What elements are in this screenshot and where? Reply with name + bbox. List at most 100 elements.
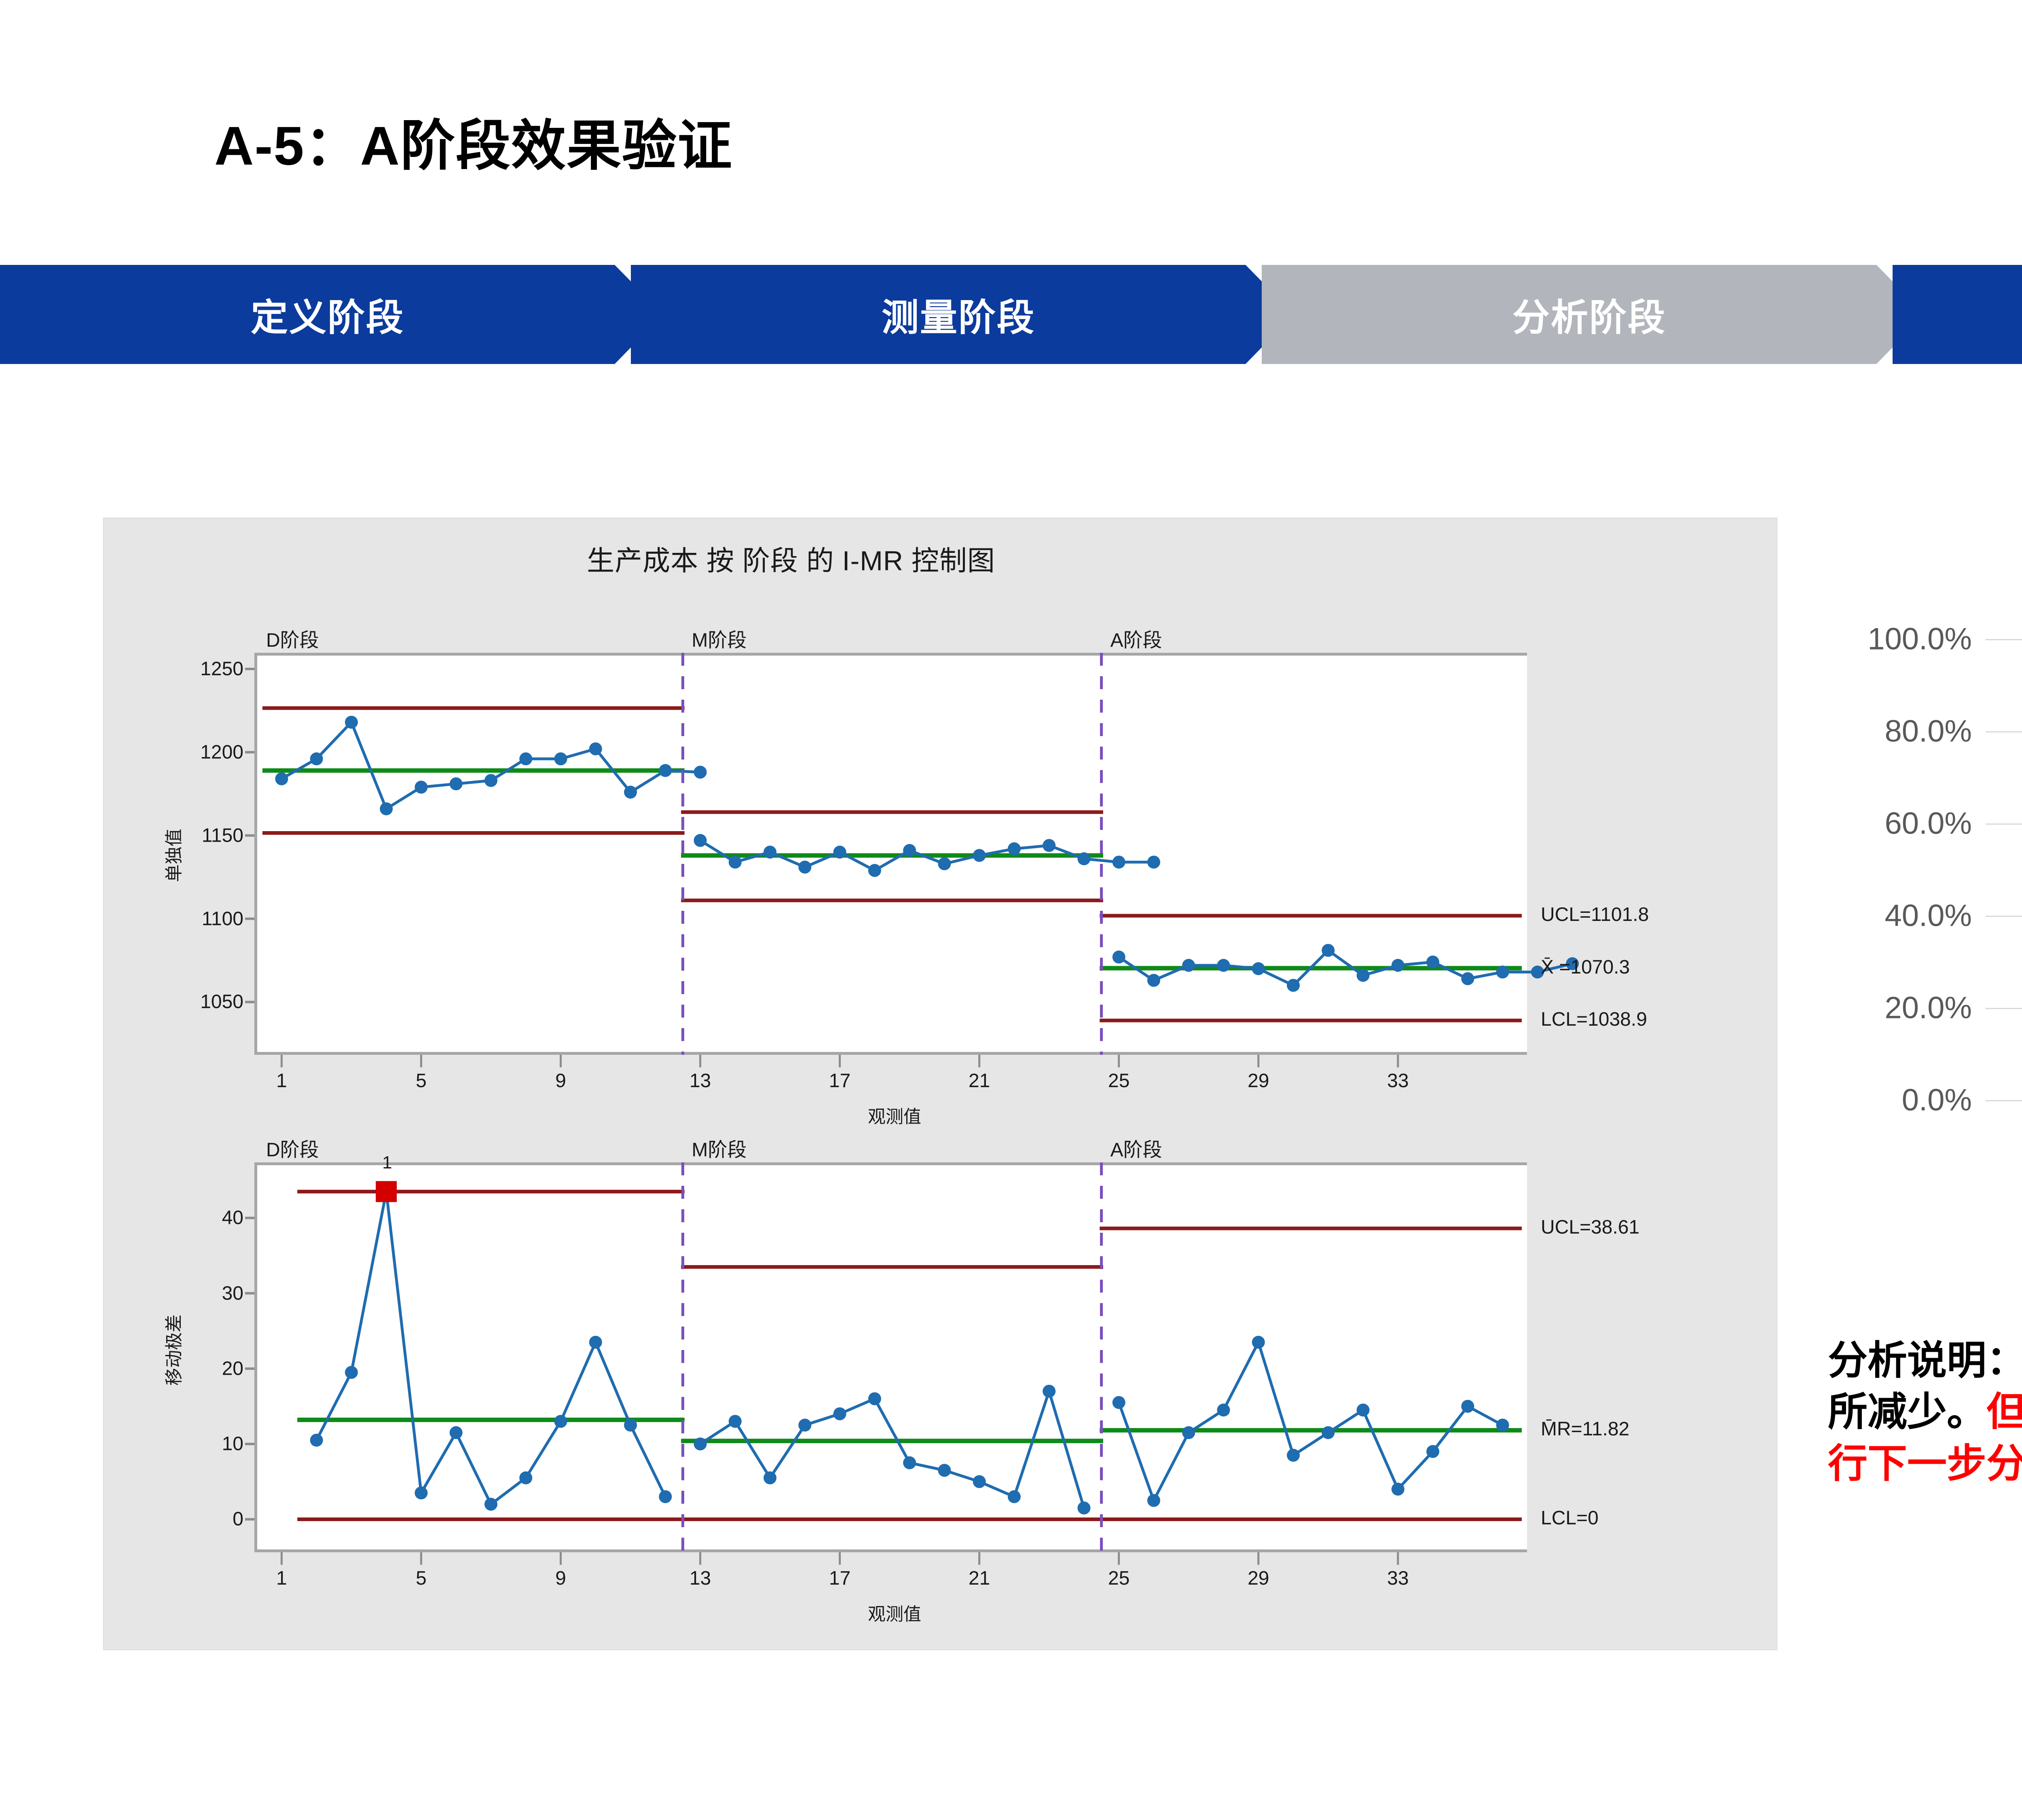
data-point <box>659 764 672 777</box>
data-point <box>589 742 602 756</box>
limit-label-0: UCL=1101.8 <box>1541 904 1649 926</box>
x-tick-label: 5 <box>416 1070 427 1092</box>
data-point <box>903 1456 916 1469</box>
y-axis-label: 移动极差 <box>164 1314 184 1386</box>
data-point <box>554 1415 567 1428</box>
data-point <box>938 1464 951 1477</box>
data-point <box>380 802 393 815</box>
data-point <box>1147 1494 1160 1507</box>
limit-label-2: LCL=1038.9 <box>1541 1009 1647 1031</box>
bar-chart-title: D型缆项目生产成本改善 <box>1812 510 2022 566</box>
data-point <box>1391 1482 1404 1496</box>
x-tick-label: 17 <box>829 1568 851 1589</box>
data-point <box>1252 1335 1265 1349</box>
series-line-1 <box>699 1386 1085 1509</box>
y-tick-label: 40 <box>222 1207 243 1229</box>
bar-y-tick-label: 0.0% <box>1901 1083 1972 1117</box>
data-point <box>1112 950 1125 964</box>
data-point <box>449 1426 463 1439</box>
data-point <box>1182 1426 1195 1439</box>
data-point <box>903 844 916 857</box>
data-point <box>1112 1396 1125 1409</box>
data-point <box>624 785 637 799</box>
limit-label-2: LCL=0 <box>1541 1507 1599 1529</box>
x-tick-label: 13 <box>689 1568 711 1589</box>
data-point <box>1217 959 1230 972</box>
data-point <box>1147 855 1160 869</box>
data-point <box>484 774 497 787</box>
y-tick-label: 10 <box>222 1433 243 1455</box>
data-point <box>973 1475 986 1488</box>
out-of-control-point <box>376 1181 397 1202</box>
analysis-text: 分析说明：D型缆生产成本改善后较两次改善前均有降低，同时数值波动也有所减少。但改… <box>1828 1335 2022 1489</box>
x-tick-label: 13 <box>689 1070 711 1092</box>
data-point <box>764 1471 777 1485</box>
data-point <box>345 1366 358 1379</box>
data-point <box>1391 959 1404 972</box>
data-point <box>833 1407 846 1420</box>
data-point <box>1496 1418 1509 1432</box>
x-tick-label: 33 <box>1387 1568 1409 1589</box>
data-point <box>1287 1449 1300 1462</box>
y-tick-label: 0 <box>233 1508 243 1530</box>
x-tick-label: 25 <box>1108 1568 1130 1589</box>
data-point <box>624 1418 637 1432</box>
moving-range-chart: 40 30 20 10 0 1 5 9 13 17 21 25 29 33 观测值 移动极差 D阶段 M阶段 A阶段… <box>156 1125 1786 1626</box>
data-point <box>1077 1501 1091 1515</box>
data-point <box>310 752 323 766</box>
y-tick-label: 1250 <box>200 658 243 680</box>
stage-label-2: A阶段 <box>1110 630 1162 651</box>
phase-item-2[interactable]: 分析阶段 <box>1262 265 1925 364</box>
chart-svg <box>245 1162 1522 1565</box>
bar-y-tick-label: 80.0% <box>1885 714 1972 749</box>
series-line-0 <box>281 720 700 811</box>
data-point <box>554 752 567 766</box>
data-point <box>973 849 986 862</box>
y-tick-label: 1050 <box>200 991 243 1013</box>
data-point <box>1287 979 1300 992</box>
limit-label-1: X̄ =1070.3 <box>1541 956 1630 978</box>
data-point <box>728 1415 742 1428</box>
data-point <box>310 1433 323 1447</box>
phase-shape-3 <box>1893 265 2022 364</box>
gridline <box>1986 916 2022 917</box>
series-line-0 <box>315 1191 667 1507</box>
phase-label-2: 分析阶段 <box>1512 297 1666 339</box>
data-point <box>1217 1403 1230 1417</box>
y-tick-label: 1200 <box>200 741 243 763</box>
data-point <box>275 772 288 785</box>
series-line-2 <box>1117 1338 1504 1504</box>
phase-item-3[interactable]: 改进阶段 <box>1893 265 2022 364</box>
data-point <box>1043 839 1056 852</box>
data-point <box>449 777 463 791</box>
stage-label-0: D阶段 <box>266 630 319 651</box>
x-tick-label: 29 <box>1248 1070 1269 1092</box>
x-tick-label: 9 <box>555 1568 566 1589</box>
data-point <box>415 1486 428 1500</box>
y-tick-label: 20 <box>222 1358 243 1380</box>
data-point <box>1147 973 1160 987</box>
data-point <box>1461 1400 1474 1413</box>
individuals-chart: 1250 1200 1150 1100 1050 1 5 9 13 17 21 25 29 33 观测值 单独… <box>156 615 1786 1129</box>
x-tick-label: 5 <box>416 1568 427 1589</box>
data-point <box>1322 1426 1335 1439</box>
data-point <box>345 715 358 729</box>
bar-y-tick-label: 100.0% <box>1868 622 1972 656</box>
stage-label-1: M阶段 <box>692 1139 747 1161</box>
data-point <box>1252 962 1265 976</box>
cost-improvement-chart: D型缆项目生产成本改善 100.0% 80.0% 60.0% 40.0% 20.0% 0.… <box>1812 506 2022 1242</box>
x-tick-label: 17 <box>829 1070 851 1092</box>
data-point <box>868 1392 881 1405</box>
analysis-highlight: 但改善后目标未达到预期目标，与最终目标存在差距，需在I阶段进行下一步分析。 <box>1828 1389 2022 1486</box>
data-point <box>1007 842 1021 855</box>
phase-item-0[interactable]: 定义阶段 <box>0 265 663 364</box>
data-point <box>798 860 812 874</box>
phase-shape-0 <box>0 265 663 364</box>
x-tick-label: 33 <box>1387 1070 1409 1092</box>
data-point <box>1531 965 1544 979</box>
phase-item-1[interactable]: 测量阶段 <box>631 265 1294 364</box>
out-of-control-label: 1 <box>382 1153 392 1173</box>
data-point <box>1426 1445 1440 1458</box>
data-point <box>1461 972 1474 985</box>
bar-y-tick-label: 60.0% <box>1885 806 1972 841</box>
